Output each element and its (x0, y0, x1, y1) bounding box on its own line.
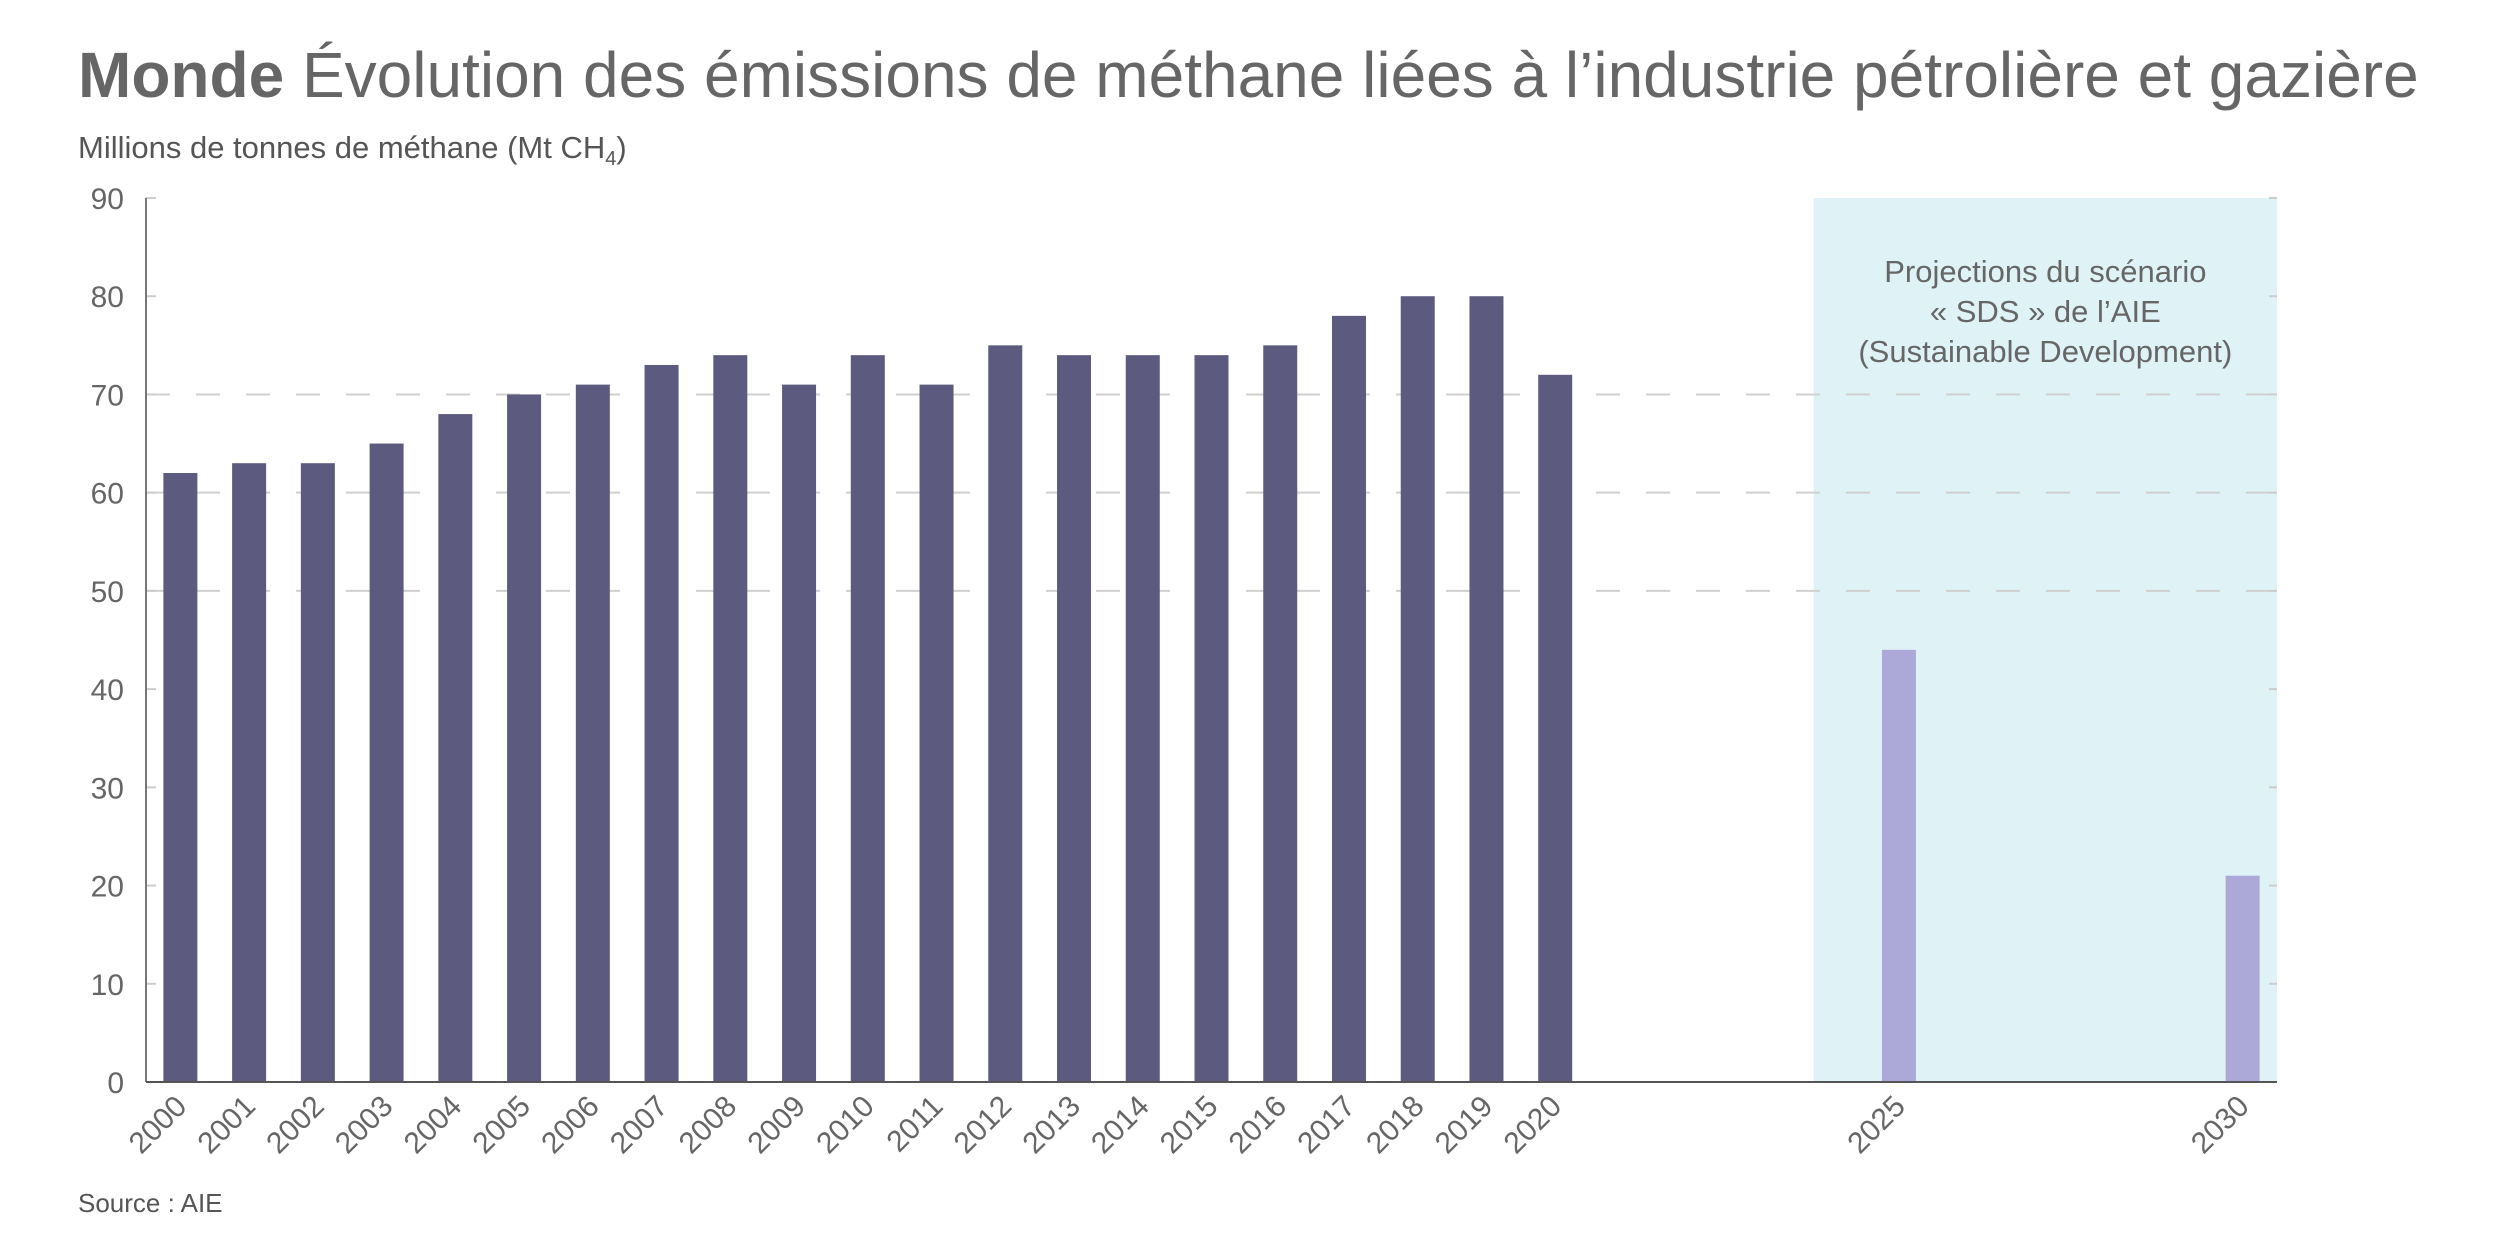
bar-2016 (1263, 345, 1298, 1082)
y-tick-label: 50 (91, 576, 124, 609)
projection-annotation: Projections du scénario (1884, 254, 2206, 289)
bar-2001 (232, 463, 267, 1082)
x-tick-label: 2001 (192, 1090, 263, 1161)
bar-2030 (2225, 875, 2260, 1082)
bar-2011 (919, 384, 954, 1083)
x-tick-label: 2007 (604, 1090, 675, 1161)
x-tick-label: 2025 (1841, 1090, 1912, 1161)
bar-2000 (163, 473, 198, 1082)
y-axis-label-sub: 4 (605, 148, 617, 171)
title-text: Évolution des émissions de méthane liées… (301, 39, 2419, 111)
y-tick-label: 80 (91, 281, 124, 314)
x-tick-label: 2000 (123, 1090, 194, 1161)
bar-2020 (1538, 374, 1573, 1082)
x-tick-label: 2016 (1223, 1090, 1294, 1161)
x-tick-label: 2002 (260, 1090, 331, 1161)
bar-2019 (1469, 296, 1504, 1082)
x-tick-label: 2030 (2185, 1090, 2256, 1161)
x-tick-label: 2010 (810, 1090, 881, 1161)
projection-annotation: « SDS » de l’AIE (1930, 294, 2161, 329)
y-tick-label: 10 (91, 969, 124, 1002)
y-axis-label-end: ) (616, 130, 627, 165)
bar-2003 (369, 443, 404, 1082)
bar-2010 (850, 355, 885, 1083)
y-tick-label: 60 (91, 478, 124, 511)
bar-2008 (713, 355, 748, 1083)
x-tick-label: 2008 (673, 1090, 744, 1161)
bar-2012 (988, 345, 1023, 1082)
bar-2007 (644, 364, 679, 1082)
source-note: Source : AIE (78, 1188, 223, 1218)
x-tick-label: 2012 (948, 1090, 1019, 1161)
y-tick-label: 40 (91, 674, 124, 707)
y-tick-label: 20 (91, 871, 124, 904)
x-tick-label: 2020 (1498, 1090, 1569, 1161)
x-tick-label: 2009 (741, 1090, 812, 1161)
x-tick-label: 2017 (1291, 1090, 1362, 1161)
y-axis-label-main: Millions de tonnes de méthane (Mt CH (78, 130, 606, 165)
bar-2004 (438, 414, 473, 1083)
bar-2017 (1331, 315, 1366, 1082)
projection-annotation: (Sustainable Development) (1858, 334, 2232, 369)
y-axis-label: Millions de tonnes de méthane (Mt CH4) (78, 130, 627, 171)
x-tick-label: 2018 (1360, 1090, 1431, 1161)
bar-2009 (782, 384, 817, 1083)
bar-2006 (575, 384, 610, 1083)
x-tick-label: 2005 (466, 1090, 537, 1161)
y-tick-label: 90 (91, 183, 124, 216)
chart-title: Monde Évolution des émissions de méthane… (78, 38, 2419, 112)
x-tick-label: 2014 (1085, 1090, 1156, 1161)
x-tick-label: 2006 (535, 1090, 606, 1161)
x-tick-label: 2004 (398, 1090, 469, 1161)
bar-2013 (1057, 355, 1092, 1083)
x-tick-label: 2015 (1154, 1090, 1225, 1161)
title-region: Monde (78, 39, 285, 111)
bar-2018 (1400, 296, 1435, 1082)
x-tick-label: 2019 (1429, 1090, 1500, 1161)
x-tick-label: 2011 (881, 1090, 950, 1159)
y-tick-label: 0 (107, 1067, 124, 1100)
bar-2002 (300, 463, 335, 1082)
x-tick-label: 2013 (1016, 1090, 1087, 1161)
bar-2015 (1194, 355, 1229, 1083)
y-tick-label: 70 (91, 379, 124, 412)
x-tick-label: 2003 (329, 1090, 400, 1161)
bar-2025 (1881, 649, 1916, 1082)
bar-2005 (507, 394, 542, 1082)
y-tick-label: 30 (91, 772, 124, 805)
bar-2014 (1125, 355, 1160, 1083)
